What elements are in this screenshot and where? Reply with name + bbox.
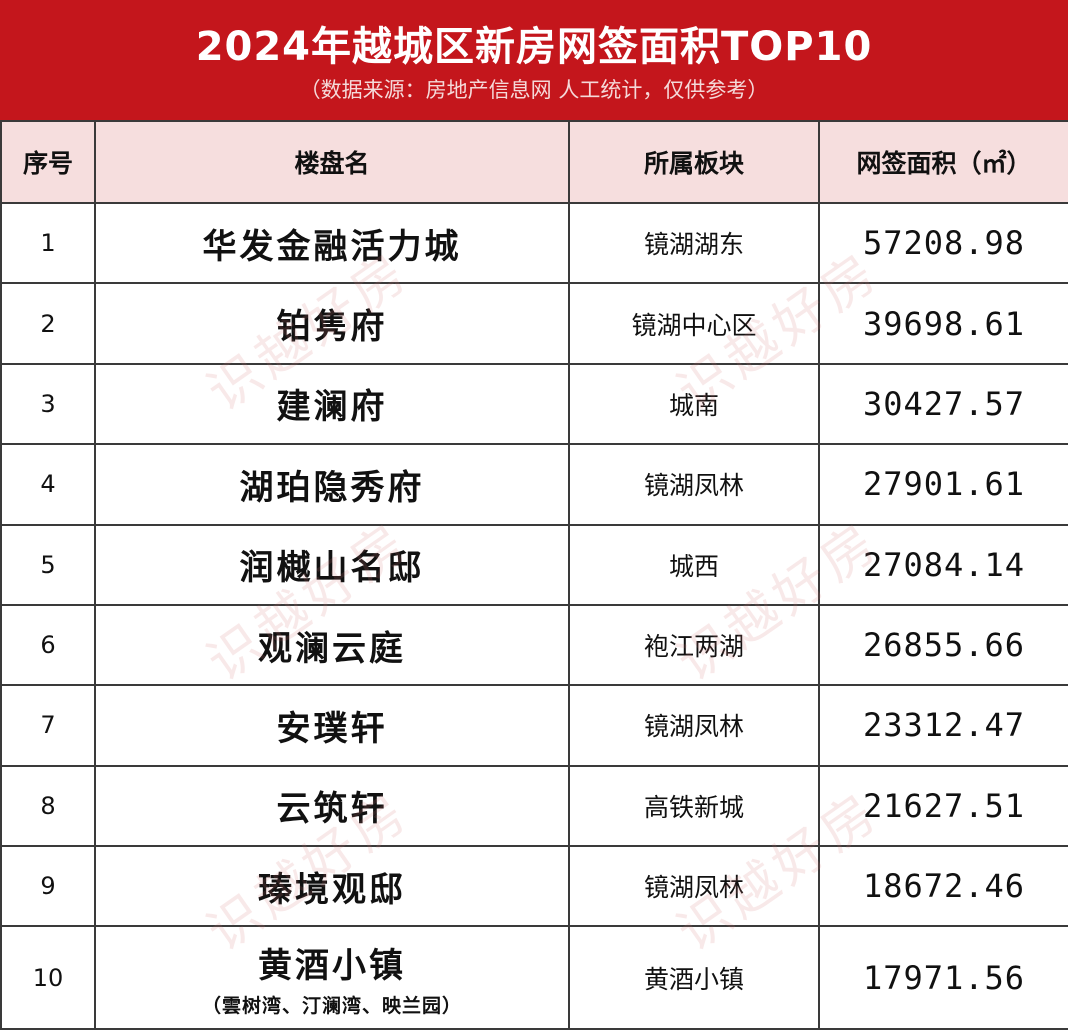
title-banner: 2024年越城区新房网签面积TOP10 （数据来源：房地产信息网 人工统计，仅供…: [0, 0, 1068, 120]
project-name-main: 黄酒小镇: [258, 945, 406, 986]
area-cell: 39698.61: [818, 282, 1068, 365]
area-cell: 30427.57: [818, 362, 1068, 446]
column-header-area: 网签面积（㎡）: [818, 120, 1068, 204]
rank-cell: 8: [0, 764, 96, 848]
block-cell: 镜湖凤林: [568, 844, 820, 928]
column-header-name: 楼盘名: [94, 120, 570, 204]
table-row: 8 云筑轩 高铁新城 21627.51: [0, 764, 1068, 848]
block-cell: 镜湖凤林: [568, 443, 820, 526]
block-cell: 镜湖中心区: [568, 282, 820, 365]
project-name-cell: 铂隽府: [94, 282, 570, 365]
rank-cell: 10: [0, 925, 96, 1030]
column-header-block: 所属板块: [568, 120, 820, 204]
project-name-cell: 瑧境观邸: [94, 844, 570, 928]
project-name-cell: 安璞轩: [94, 684, 570, 767]
project-name-subtitle: （雲树湾、汀澜湾、映兰园）: [201, 994, 462, 1017]
rank-cell: 4: [0, 443, 96, 526]
table-row: 3 建澜府 城南 30427.57: [0, 362, 1068, 446]
page-subtitle: （数据来源：房地产信息网 人工统计，仅供参考）: [299, 78, 769, 102]
project-name-cell: 润樾山名邸: [94, 523, 570, 606]
project-name-cell: 湖珀隐秀府: [94, 443, 570, 526]
column-header-rank: 序号: [0, 120, 96, 204]
area-cell: 23312.47: [818, 684, 1068, 767]
page-title: 2024年越城区新房网签面积TOP10: [195, 24, 873, 70]
ranking-table: 序号 楼盘名 所属板块 网签面积（㎡） 1 华发金融活力城 镜湖湖东 57208…: [0, 120, 1068, 1030]
table-row: 2 铂隽府 镜湖中心区 39698.61: [0, 282, 1068, 365]
rank-cell: 5: [0, 523, 96, 606]
table-row: 1 华发金融活力城 镜湖湖东 57208.98: [0, 201, 1068, 285]
project-name-cell: 华发金融活力城: [94, 201, 570, 285]
table-row: 10 黄酒小镇 （雲树湾、汀澜湾、映兰园） 黄酒小镇 17971.56: [0, 925, 1068, 1030]
block-cell: 高铁新城: [568, 764, 820, 848]
area-cell: 27084.14: [818, 523, 1068, 606]
table-row: 9 瑧境观邸 镜湖凤林 18672.46: [0, 844, 1068, 928]
rank-cell: 7: [0, 684, 96, 767]
block-cell: 黄酒小镇: [568, 925, 820, 1030]
table-row: 6 观澜云庭 袍江两湖 26855.66: [0, 603, 1068, 687]
area-cell: 57208.98: [818, 201, 1068, 285]
rank-cell: 9: [0, 844, 96, 928]
block-cell: 城西: [568, 523, 820, 606]
table-row: 7 安璞轩 镜湖凤林 23312.47: [0, 684, 1068, 767]
area-cell: 27901.61: [818, 443, 1068, 526]
block-cell: 镜湖凤林: [568, 684, 820, 767]
area-cell: 17971.56: [818, 925, 1068, 1030]
project-name-cell: 观澜云庭: [94, 603, 570, 687]
project-name-cell: 云筑轩: [94, 764, 570, 848]
project-name-cell: 黄酒小镇 （雲树湾、汀澜湾、映兰园）: [94, 925, 570, 1030]
rank-cell: 3: [0, 362, 96, 446]
block-cell: 城南: [568, 362, 820, 446]
rank-cell: 1: [0, 201, 96, 285]
table-row: 5 润樾山名邸 城西 27084.14: [0, 523, 1068, 606]
block-cell: 袍江两湖: [568, 603, 820, 687]
area-cell: 21627.51: [818, 764, 1068, 848]
rank-cell: 6: [0, 603, 96, 687]
area-cell: 18672.46: [818, 844, 1068, 928]
project-name-cell: 建澜府: [94, 362, 570, 446]
block-cell: 镜湖湖东: [568, 201, 820, 285]
table-header-row: 序号 楼盘名 所属板块 网签面积（㎡）: [0, 120, 1068, 204]
area-cell: 26855.66: [818, 603, 1068, 687]
table-row: 4 湖珀隐秀府 镜湖凤林 27901.61: [0, 443, 1068, 526]
rank-cell: 2: [0, 282, 96, 365]
